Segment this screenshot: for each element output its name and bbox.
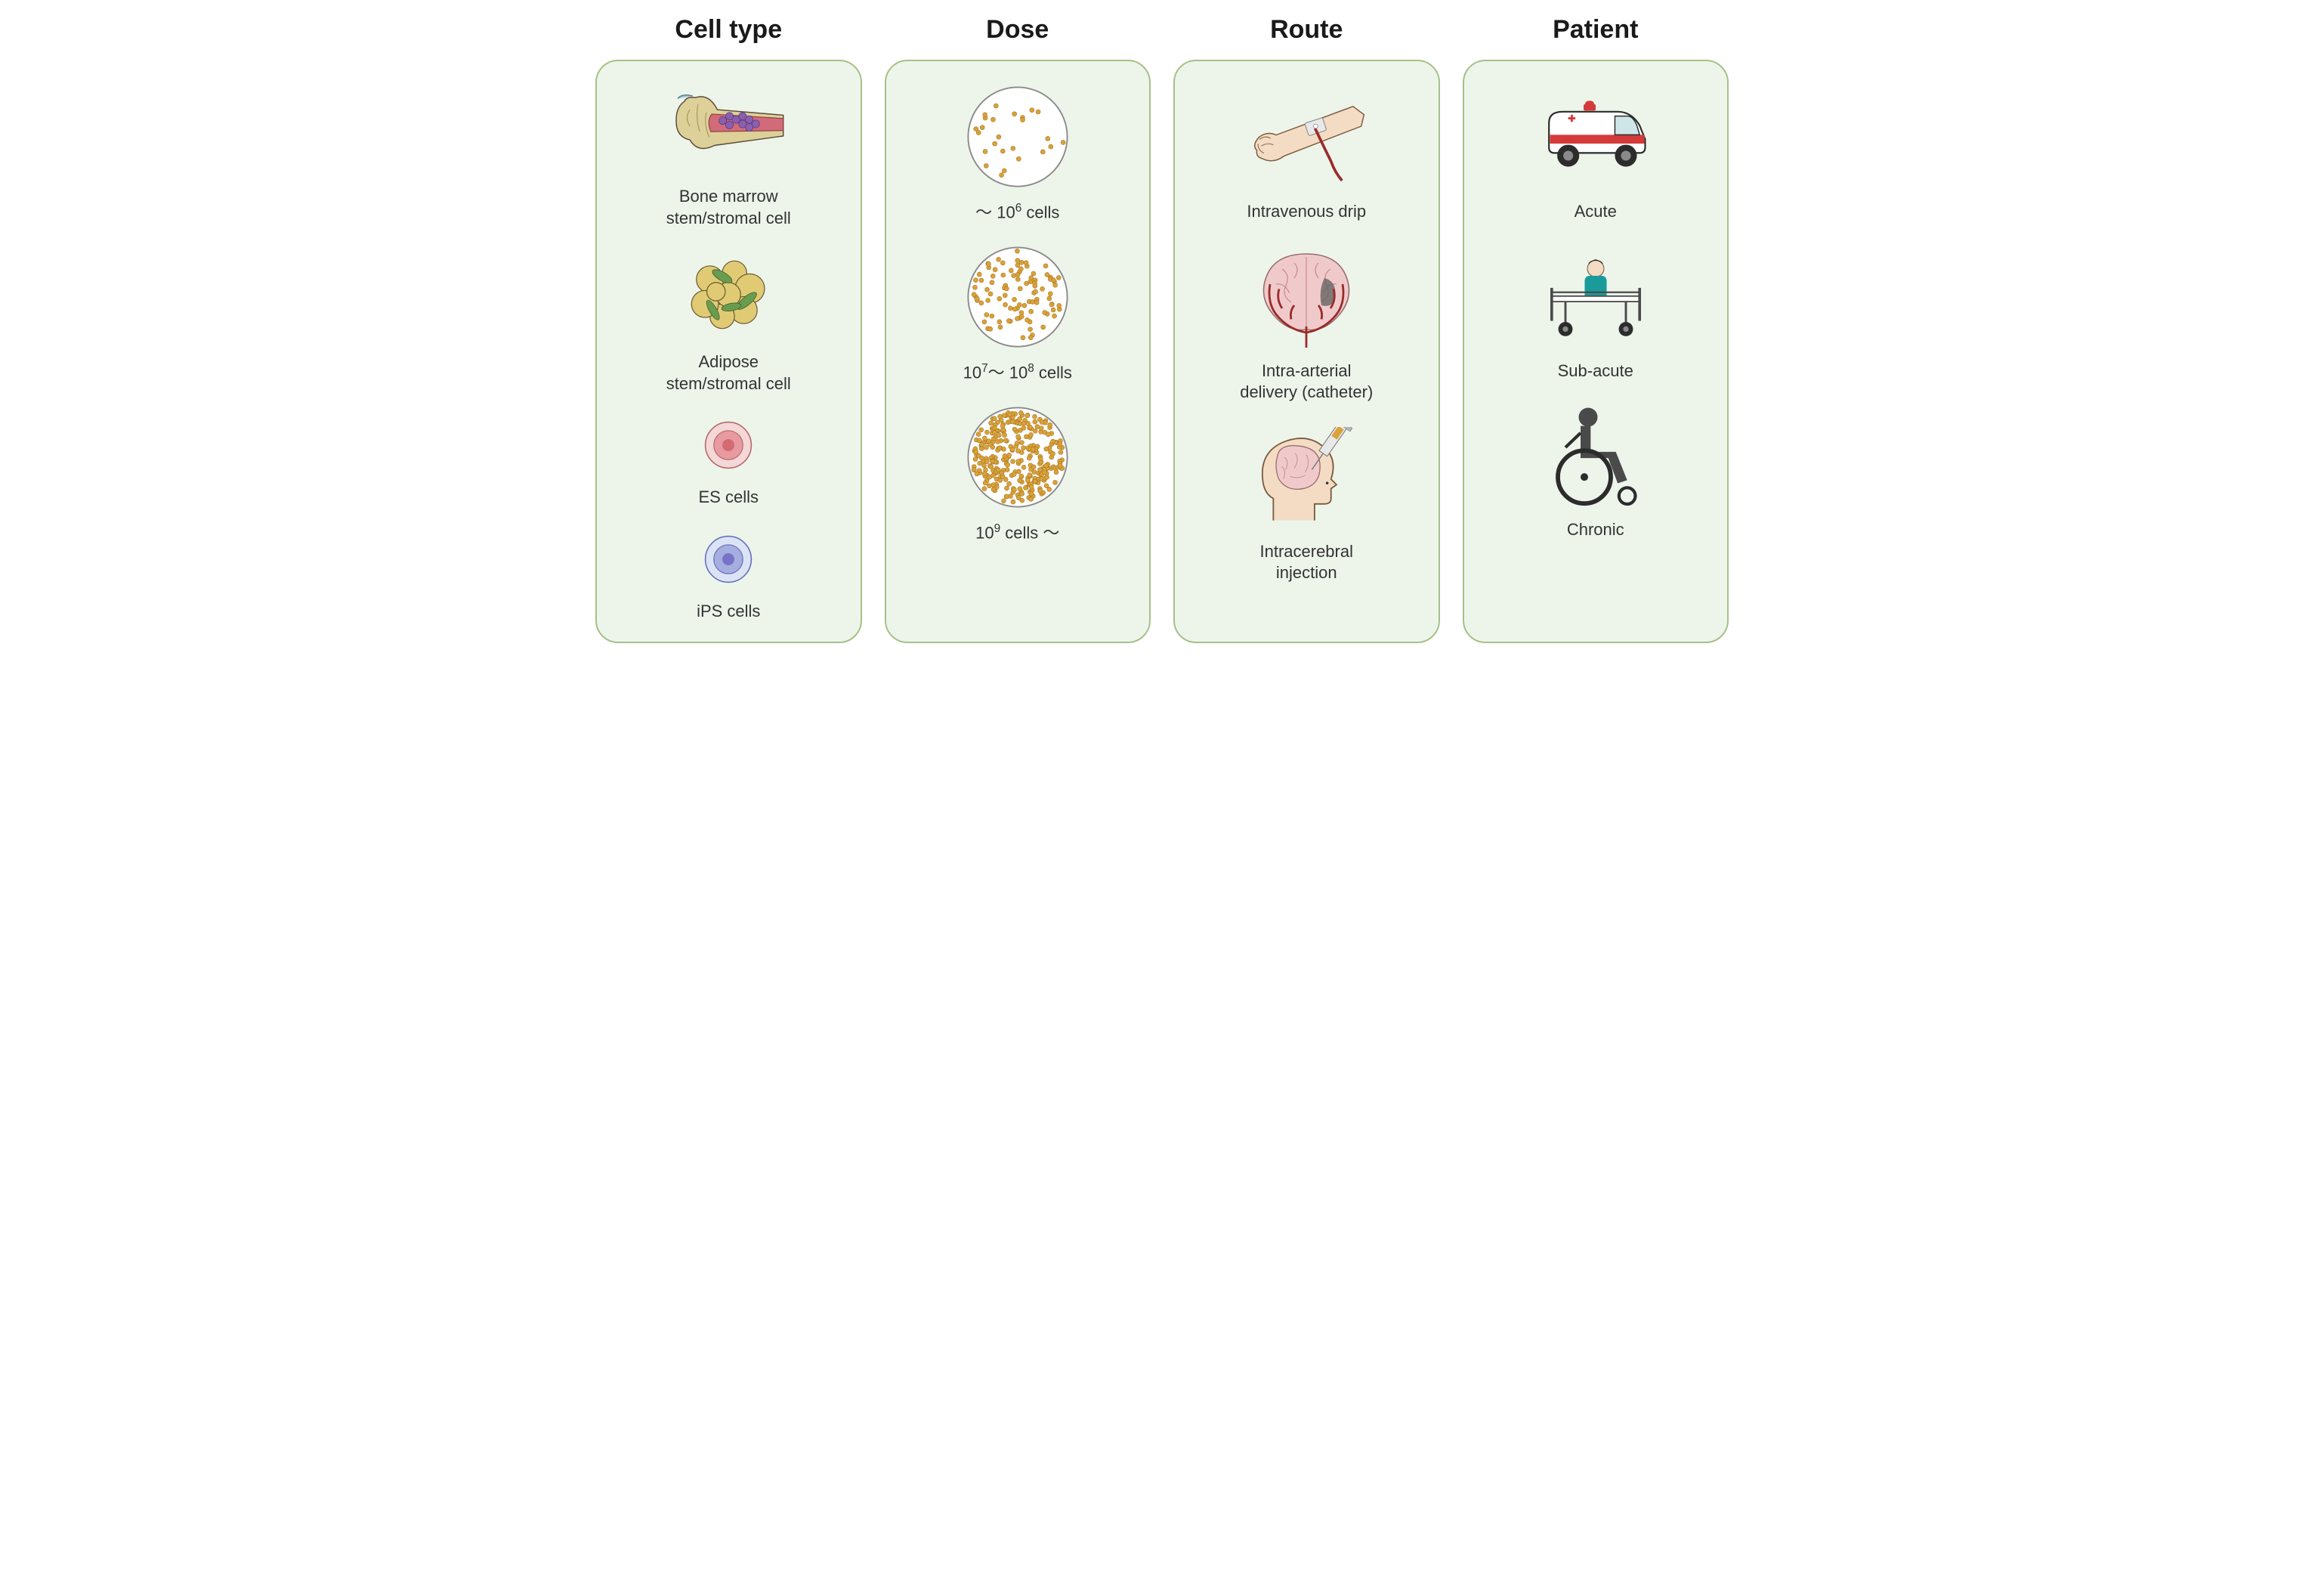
item-label: 109 cells ～ — [975, 521, 1059, 544]
panel-route: Intravenous drip Intra-arterialdelivery … — [1173, 60, 1440, 643]
item-label: Intracerebralinjection — [1259, 541, 1353, 584]
panel-dose: ～ 106 cells 107～ 108 cells 109 cells ～ — [885, 60, 1151, 643]
item-label: Bone marrowstem/stromal cell — [666, 186, 791, 229]
item-ips-cells: iPS cells — [668, 525, 789, 623]
item-intracerebral: Intracerebralinjection — [1246, 420, 1367, 584]
column-route: Route Intravenous drip — [1173, 15, 1440, 643]
ambulance-icon — [1535, 80, 1656, 193]
item-acute: Acute — [1535, 80, 1656, 223]
item-adipose: Adiposestem/stromal cell — [666, 246, 791, 395]
item-label: Intravenous drip — [1247, 201, 1366, 223]
bone-marrow-icon — [668, 80, 789, 178]
item-chronic: Chronic — [1535, 398, 1656, 541]
item-dose-mid: 107～ 108 cells — [957, 240, 1078, 384]
ips-cell-icon — [668, 525, 789, 593]
dose-circle-high-icon — [957, 401, 1078, 514]
adipose-icon — [668, 246, 789, 344]
item-label: ES cells — [699, 487, 759, 509]
item-intra-arterial: Intra-arterialdelivery (catheter) — [1240, 240, 1373, 404]
item-label: ～ 106 cells — [975, 201, 1059, 224]
es-cell-icon — [668, 411, 789, 479]
column-title: Patient — [1553, 15, 1638, 45]
item-label: Adiposestem/stromal cell — [666, 351, 791, 395]
iv-arm-icon — [1246, 80, 1367, 193]
item-label: 107～ 108 cells — [963, 361, 1072, 384]
column-title: Route — [1270, 15, 1343, 45]
brain-artery-icon — [1246, 240, 1367, 353]
item-label: Acute — [1575, 201, 1617, 223]
column-title: Cell type — [675, 15, 782, 45]
item-sub-acute: Sub-acute — [1535, 240, 1656, 382]
column-cell-type: Cell type Bone m — [595, 15, 862, 643]
hospital-bed-icon — [1535, 240, 1656, 353]
item-iv-drip: Intravenous drip — [1246, 80, 1367, 223]
column-title: Dose — [986, 15, 1049, 45]
item-label: Sub-acute — [1558, 360, 1633, 382]
item-label: Intra-arterialdelivery (catheter) — [1240, 360, 1373, 404]
panel-patient: Acute — [1463, 60, 1729, 643]
column-patient: Patient Acute — [1463, 15, 1729, 643]
item-dose-low: ～ 106 cells — [957, 80, 1078, 224]
dose-circle-low-icon — [957, 80, 1078, 193]
wheelchair-icon — [1535, 398, 1656, 512]
head-syringe-icon — [1246, 420, 1367, 534]
dose-circle-mid-icon — [957, 240, 1078, 354]
item-label: Chronic — [1567, 519, 1624, 541]
panel-cell-type: Bone marrowstem/stromal cell — [595, 60, 862, 643]
item-dose-high: 109 cells ～ — [957, 401, 1078, 544]
item-es-cells: ES cells — [668, 411, 789, 509]
infographic-grid: Cell type Bone m — [595, 15, 1729, 643]
item-bone-marrow: Bone marrowstem/stromal cell — [666, 80, 791, 229]
column-dose: Dose ～ 106 cells 107～ 108 cells 109 cell… — [885, 15, 1151, 643]
item-label: iPS cells — [697, 601, 760, 623]
